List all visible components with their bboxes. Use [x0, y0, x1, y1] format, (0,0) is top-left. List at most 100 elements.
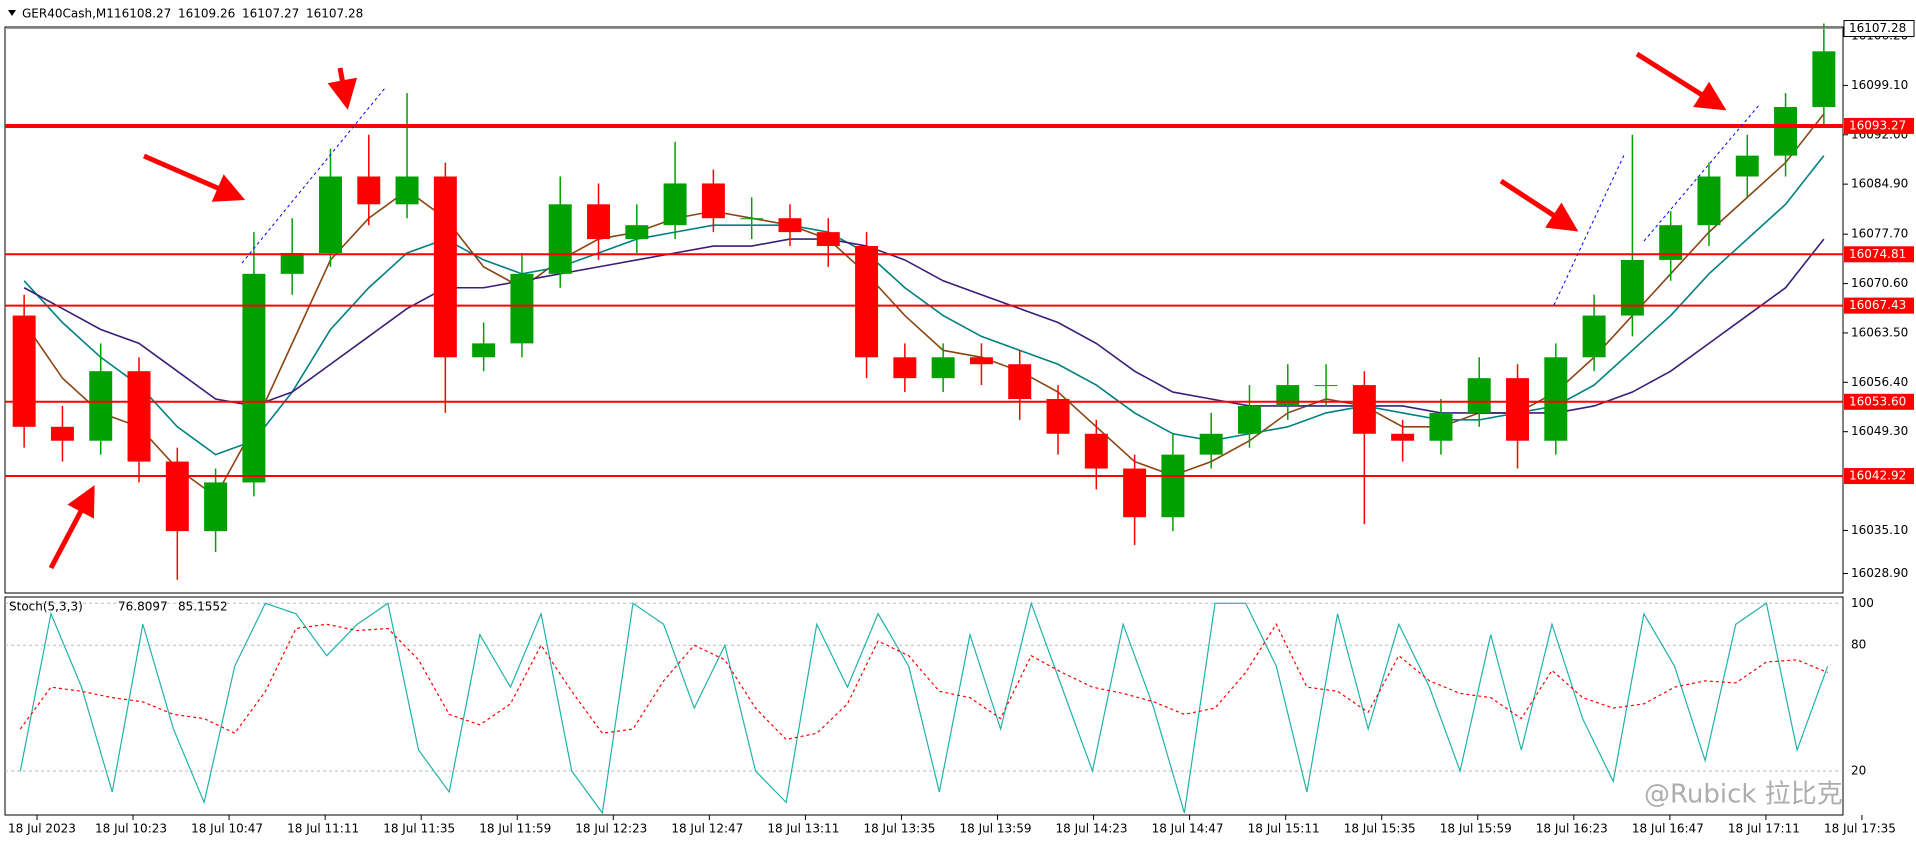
x-tick-label: 18 Jul 12:23: [575, 822, 647, 836]
candle-body: [969, 357, 993, 365]
candle-body: [663, 183, 687, 226]
candle-body: [510, 273, 534, 344]
annotations: [48, 51, 1727, 570]
x-tick-label: 18 Jul 16:23: [1536, 822, 1608, 836]
candle-body: [1429, 412, 1453, 441]
x-tick-label: 18 Jul 15:59: [1440, 822, 1512, 836]
level-label: 16067.43: [1849, 298, 1906, 312]
candle-body: [318, 176, 342, 253]
x-tick-label: 18 Jul 14:23: [1056, 822, 1128, 836]
x-tick-label: 18 Jul 15:35: [1344, 822, 1416, 836]
stoch-pane: [4, 596, 1844, 816]
level-tag: [1844, 117, 1914, 134]
x-tick-label: 18 Jul 13:11: [767, 822, 839, 836]
candle-body: [893, 357, 917, 379]
candle-body: [357, 176, 381, 205]
level-tag: [1844, 468, 1914, 485]
candle-body: [625, 225, 649, 240]
candle-body: [1352, 385, 1376, 434]
candle-body: [1161, 454, 1185, 518]
price-label: 16107.28: [1849, 21, 1906, 35]
y-tick-label: 16056.40: [1851, 375, 1908, 389]
stoch-signal: [19, 623, 1828, 741]
candle-body: [1237, 405, 1261, 434]
y-tick-label: 16084.90: [1851, 177, 1908, 191]
x-tick-label: 18 Jul 10:23: [95, 822, 167, 836]
candle-body: [587, 204, 611, 240]
header-open: 16108.27: [114, 7, 171, 21]
candle-body: [472, 343, 496, 358]
stoch-tick-label: 80: [1851, 638, 1866, 652]
menu-triangle[interactable]: [8, 10, 16, 16]
header-close: 16107.28: [306, 7, 363, 21]
y-tick-label: 16099.10: [1851, 78, 1908, 92]
stoch-tick-label: 100: [1851, 596, 1874, 610]
trend-lines: [241, 87, 1761, 306]
level-tag: [1844, 393, 1914, 410]
candle-body: [548, 204, 572, 274]
x-tick-label: 18 Jul 11:35: [383, 822, 455, 836]
y-tick-label: 16077.70: [1851, 227, 1908, 241]
candle-body: [1506, 378, 1530, 441]
x-tick-label: 18 Jul 2023: [8, 822, 76, 836]
price-tag: [1843, 20, 1915, 38]
symbol: GER40Cash,M1: [22, 7, 114, 21]
candle-body: [1084, 433, 1108, 469]
candle-body: [204, 482, 228, 532]
level-tag: [1844, 297, 1914, 314]
stoch-title: Stoch(5,3,3): [9, 600, 83, 614]
candle-body: [395, 176, 419, 205]
x-tick-label: 18 Jul 16:47: [1632, 822, 1704, 836]
x-tick-label: 18 Jul 11:59: [479, 822, 551, 836]
candle-body: [855, 246, 879, 358]
candle-body: [1544, 357, 1568, 441]
level-label: 16053.60: [1849, 394, 1906, 408]
x-tick-label: 18 Jul 17:35: [1824, 822, 1896, 836]
header-high: 16109.26: [178, 7, 235, 21]
candle-body: [127, 371, 151, 462]
stoch-reading: 85.1552: [178, 600, 228, 614]
x-tick-label: 18 Jul 11:11: [287, 822, 359, 836]
x-tick-label: 18 Jul 13:59: [960, 822, 1032, 836]
y-tick-label: 16028.90: [1851, 566, 1908, 580]
candle-body: [1620, 259, 1644, 316]
x-tick-label: 18 Jul 17:11: [1728, 822, 1800, 836]
candle-body: [280, 252, 304, 274]
y-tick-label: 16035.10: [1851, 523, 1908, 537]
candle-body: [1467, 378, 1491, 413]
candle-body: [1046, 399, 1070, 434]
candle-body: [701, 183, 725, 219]
candle-body: [1582, 315, 1606, 358]
candle-body: [1659, 225, 1683, 260]
candle-body: [816, 232, 840, 247]
candle-body: [242, 273, 266, 483]
candle-body: [1123, 468, 1147, 518]
x-tick-label: 18 Jul 12:47: [671, 822, 743, 836]
header-low: 16107.27: [242, 7, 299, 21]
candle-body: [12, 315, 36, 427]
candle-body: [1774, 106, 1798, 156]
y-tick-label: 16070.60: [1851, 276, 1908, 290]
candle-body: [1276, 385, 1300, 406]
x-tick-label: 18 Jul 10:47: [191, 822, 263, 836]
stoch-tick-label: 20: [1851, 763, 1866, 777]
candle-body: [740, 218, 764, 220]
candle-body: [433, 176, 457, 358]
candle-body: [1008, 364, 1032, 400]
level-label: 16074.81: [1849, 247, 1906, 261]
y-tick-label: 16063.50: [1851, 325, 1908, 339]
stoch-main: [19, 601, 1829, 815]
candle-body: [778, 218, 802, 233]
candle-body: [1697, 176, 1721, 226]
stoch-reading: 76.8097: [118, 600, 168, 614]
x-tick-label: 18 Jul 13:35: [863, 822, 935, 836]
level-label: 16042.92: [1849, 469, 1906, 483]
candle-body: [1812, 51, 1836, 107]
candle-body: [50, 426, 74, 441]
candle-body: [931, 357, 955, 379]
y-tick-label: 16049.30: [1851, 424, 1908, 438]
main-pane: [4, 26, 1844, 594]
candle-body: [1199, 433, 1223, 455]
watermark: @Rubick 拉比克: [1644, 780, 1843, 810]
